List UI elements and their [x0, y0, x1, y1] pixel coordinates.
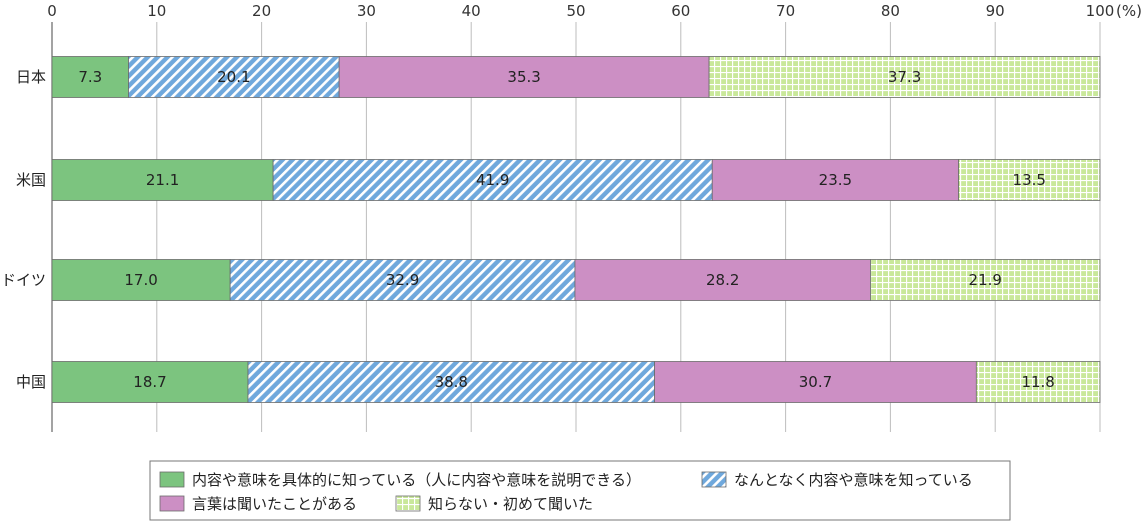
bar-2-0 [51, 259, 231, 301]
x-tick-label-100: 100 [1086, 2, 1115, 20]
legend-label-1: なんとなく内容や意味を知っている [734, 471, 973, 489]
legend-swatch-2 [159, 495, 185, 512]
x-tick-label-80: 80 [881, 2, 900, 20]
data-label-2-3: 21.9 [969, 271, 1002, 289]
x-tick-label-70: 70 [776, 2, 795, 20]
category-label-0: 日本 [16, 68, 46, 86]
data-label-1-1: 41.9 [476, 171, 509, 189]
bar-1-0 [51, 159, 274, 201]
data-label-2-1: 32.9 [386, 271, 419, 289]
bar-0-2 [338, 56, 710, 98]
legend-swatch-0 [159, 471, 185, 488]
category-label-1: 米国 [16, 171, 46, 189]
x-tick-label-30: 30 [357, 2, 376, 20]
bar-0-1 [128, 56, 340, 98]
legend-label-2: 言葉は聞いたことがある [192, 495, 357, 513]
legend-label-0: 内容や意味を具体的に知っている（人に内容や意味を説明できる） [192, 471, 641, 489]
category-label-3: 中国 [16, 373, 46, 391]
x-tick-label-20: 20 [252, 2, 271, 20]
bar-3-0 [51, 361, 249, 403]
legend-box [149, 460, 1011, 521]
bar-3-1 [247, 361, 655, 403]
legend-swatch-1 [701, 471, 727, 488]
bar-0-0 [51, 56, 129, 98]
x-tick-label-0: 0 [47, 2, 57, 20]
data-label-0-0: 7.3 [78, 68, 102, 86]
x-tick-label-60: 60 [671, 2, 690, 20]
bar-2-1 [229, 259, 576, 301]
bar-1-3 [958, 159, 1101, 201]
bar-1-2 [711, 159, 959, 201]
data-label-1-0: 21.1 [146, 171, 179, 189]
data-label-3-2: 30.7 [799, 373, 832, 391]
data-label-3-0: 18.7 [133, 373, 166, 391]
x-tick-label-40: 40 [462, 2, 481, 20]
category-label-2: ドイツ [1, 271, 46, 289]
data-label-2-0: 17.0 [124, 271, 157, 289]
data-label-1-3: 13.5 [1013, 171, 1046, 189]
legend-swatch-3 [395, 495, 421, 512]
bar-1-1 [272, 159, 713, 201]
bar-0-3 [708, 56, 1101, 98]
data-label-0-3: 37.3 [888, 68, 921, 86]
x-tick-label-10: 10 [147, 2, 166, 20]
data-label-3-1: 38.8 [435, 373, 468, 391]
x-tick-label-90: 90 [986, 2, 1005, 20]
legend-label-3: 知らない・初めて聞いた [428, 495, 593, 513]
bar-2-3 [870, 259, 1101, 301]
data-label-3-3: 11.8 [1021, 373, 1054, 391]
data-label-0-1: 20.1 [217, 68, 250, 86]
x-tick-label-50: 50 [566, 2, 585, 20]
bar-3-2 [654, 361, 977, 403]
x-unit-label: (%) [1116, 2, 1142, 20]
data-label-2-2: 28.2 [706, 271, 739, 289]
bar-2-2 [574, 259, 871, 301]
bar-3-3 [975, 361, 1101, 403]
data-label-0-2: 35.3 [507, 68, 540, 86]
data-label-1-2: 23.5 [819, 171, 852, 189]
